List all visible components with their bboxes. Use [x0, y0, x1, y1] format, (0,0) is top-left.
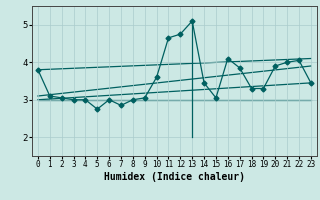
X-axis label: Humidex (Indice chaleur): Humidex (Indice chaleur) — [104, 172, 245, 182]
